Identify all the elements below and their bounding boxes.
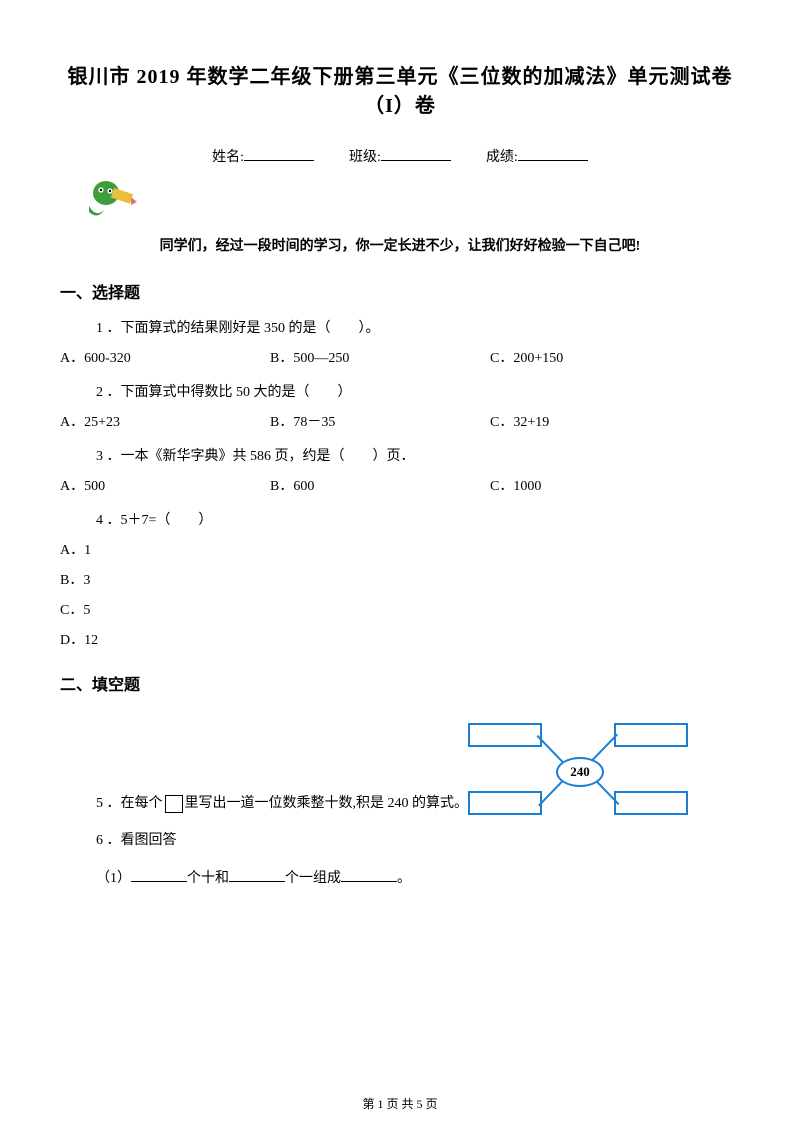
class-blank[interactable] [381, 146, 451, 161]
q5-post: 里写出一道一位数乘整十数,积是 240 的算式。 [185, 796, 469, 811]
question-1: 1 ．下面算式的结果刚好是 350 的是（ ）。 [96, 317, 740, 337]
q6-1-c: 个一组成 [285, 871, 341, 886]
name-label: 姓名: [212, 150, 244, 165]
q2-options: A．25+23 B．78－35 C．32+19 [60, 411, 740, 431]
greeting-text: 同学们，经过一段时间的学习，你一定长进不少，让我们好好检验一下自己吧! [60, 235, 740, 255]
diagram-center-oval: 240 [556, 757, 604, 787]
q1-options: A．600-320 B．500—250 C．200+150 [60, 347, 740, 367]
q2-option-b: B．78－35 [270, 411, 490, 431]
q6-blank1[interactable] [131, 867, 187, 882]
q1-option-b: B．500—250 [270, 347, 490, 367]
pencil-icon [84, 178, 740, 229]
q6-blank2[interactable] [229, 867, 285, 882]
section1-header: 一、选择题 [60, 279, 740, 303]
q6-blank3[interactable] [341, 867, 397, 882]
q2-option-a: A．25+23 [60, 411, 270, 431]
q6-1-d: 。 [397, 871, 411, 886]
q4-option-a: A．1 [60, 539, 740, 559]
diagram-box-bl[interactable] [468, 791, 542, 815]
question-2: 2 ．下面算式中得数比 50 大的是（ ） [96, 381, 740, 401]
q6-1-b: 个十和 [187, 871, 229, 886]
q4-option-c: C．5 [60, 599, 740, 619]
question-6: 6 ．看图回答 [96, 829, 740, 849]
student-info-row: 姓名: 班级: 成绩: [60, 146, 740, 166]
class-label: 班级: [349, 150, 381, 165]
q3-option-a: A．500 [60, 475, 270, 495]
q4-option-d: D．12 [60, 629, 740, 649]
q5-diagram: 240 [468, 719, 688, 819]
q5-pre: 5 ．在每个 [96, 796, 163, 811]
q2-option-c: C．32+19 [490, 411, 630, 431]
q4-option-b: B．3 [60, 569, 740, 589]
score-blank[interactable] [518, 146, 588, 161]
score-label: 成绩: [486, 150, 518, 165]
q1-option-c: C．200+150 [490, 347, 630, 367]
page-title: 银川市 2019 年数学二年级下册第三单元《三位数的加减法》单元测试卷（I）卷 [60, 60, 740, 118]
q3-options: A．500 B．600 C．1000 [60, 475, 740, 495]
diagram-box-br[interactable] [614, 791, 688, 815]
q6-1-a: （1） [96, 871, 131, 886]
q3-option-b: B．600 [270, 475, 490, 495]
question-5-row: 5 ．在每个 里写出一道一位数乘整十数,积是 240 的算式。 240 [96, 719, 740, 819]
q5-smallbox[interactable] [165, 795, 183, 813]
q3-option-c: C．1000 [490, 475, 630, 495]
question-4: 4 ．5＋7=（ ） [96, 509, 740, 529]
name-blank[interactable] [244, 146, 314, 161]
page-footer: 第 1 页 共 5 页 [0, 1095, 800, 1112]
question-3: 3 ．一本《新华字典》共 586 页，约是（ ）页． [96, 445, 740, 465]
section2-header: 二、填空题 [60, 671, 740, 695]
diagram-box-tl[interactable] [468, 723, 542, 747]
question-6-1: （1） 个十和 个一组成 。 [96, 867, 740, 887]
diagram-box-tr[interactable] [614, 723, 688, 747]
q1-option-a: A．600-320 [60, 347, 270, 367]
